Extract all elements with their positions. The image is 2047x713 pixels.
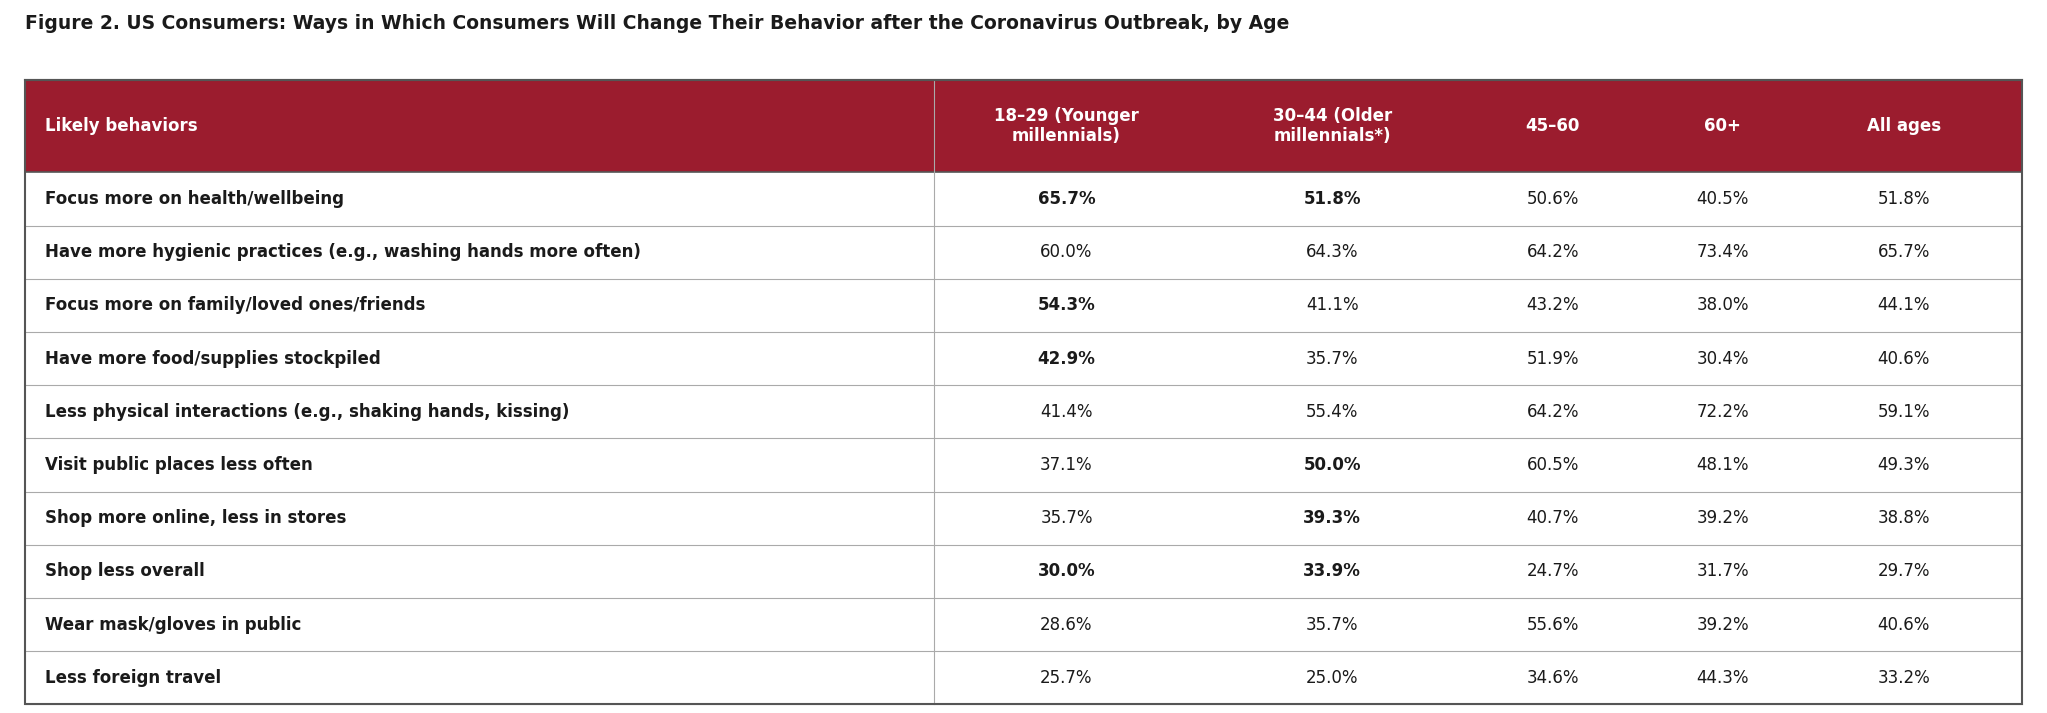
Text: 31.7%: 31.7%: [1697, 563, 1748, 580]
Text: 51.9%: 51.9%: [1527, 349, 1578, 367]
Text: Focus more on health/wellbeing: Focus more on health/wellbeing: [45, 190, 344, 208]
Text: 35.7%: 35.7%: [1306, 349, 1359, 367]
Text: Shop more online, less in stores: Shop more online, less in stores: [45, 509, 346, 527]
Text: 73.4%: 73.4%: [1697, 243, 1748, 261]
Text: 41.4%: 41.4%: [1040, 403, 1093, 421]
Text: 44.3%: 44.3%: [1697, 669, 1748, 687]
Text: 65.7%: 65.7%: [1877, 243, 1930, 261]
Text: 25.7%: 25.7%: [1040, 669, 1093, 687]
Text: 59.1%: 59.1%: [1877, 403, 1930, 421]
Bar: [25, 598, 2022, 651]
Text: 30.4%: 30.4%: [1697, 349, 1748, 367]
Bar: [25, 385, 2022, 438]
Text: 54.3%: 54.3%: [1038, 297, 1095, 314]
Text: Shop less overall: Shop less overall: [45, 563, 205, 580]
Bar: [25, 332, 2022, 385]
Text: 50.0%: 50.0%: [1304, 456, 1361, 474]
Text: 37.1%: 37.1%: [1040, 456, 1093, 474]
Text: 25.0%: 25.0%: [1306, 669, 1359, 687]
Bar: [25, 80, 2022, 173]
Text: Visit public places less often: Visit public places less often: [45, 456, 313, 474]
Text: 39.2%: 39.2%: [1697, 615, 1748, 634]
Text: 60+: 60+: [1705, 117, 1742, 135]
Text: 60.5%: 60.5%: [1527, 456, 1578, 474]
Bar: [25, 80, 2022, 704]
Text: All ages: All ages: [1867, 117, 1941, 135]
Text: 29.7%: 29.7%: [1877, 563, 1930, 580]
Text: 30.0%: 30.0%: [1038, 563, 1095, 580]
Text: 40.5%: 40.5%: [1697, 190, 1748, 208]
Text: 72.2%: 72.2%: [1697, 403, 1748, 421]
Text: 35.7%: 35.7%: [1040, 509, 1093, 527]
Text: Likely behaviors: Likely behaviors: [45, 117, 199, 135]
Text: 30–44 (Older
millennials*): 30–44 (Older millennials*): [1273, 107, 1392, 145]
Text: Wear mask/gloves in public: Wear mask/gloves in public: [45, 615, 301, 634]
Text: 44.1%: 44.1%: [1877, 297, 1930, 314]
Bar: [25, 651, 2022, 704]
Text: 64.3%: 64.3%: [1306, 243, 1359, 261]
Text: 24.7%: 24.7%: [1527, 563, 1578, 580]
Text: 33.2%: 33.2%: [1877, 669, 1930, 687]
Text: 50.6%: 50.6%: [1527, 190, 1578, 208]
Text: 38.8%: 38.8%: [1877, 509, 1930, 527]
Bar: [25, 225, 2022, 279]
Text: 45–60: 45–60: [1525, 117, 1580, 135]
Text: 40.6%: 40.6%: [1877, 615, 1930, 634]
Text: Focus more on family/loved ones/friends: Focus more on family/loved ones/friends: [45, 297, 426, 314]
Text: 55.6%: 55.6%: [1527, 615, 1578, 634]
Text: Less foreign travel: Less foreign travel: [45, 669, 221, 687]
Text: 48.1%: 48.1%: [1697, 456, 1748, 474]
Text: 64.2%: 64.2%: [1527, 403, 1578, 421]
Text: 43.2%: 43.2%: [1527, 297, 1578, 314]
Text: Less physical interactions (e.g., shaking hands, kissing): Less physical interactions (e.g., shakin…: [45, 403, 569, 421]
Text: 39.3%: 39.3%: [1304, 509, 1361, 527]
Text: 64.2%: 64.2%: [1527, 243, 1578, 261]
Text: 42.9%: 42.9%: [1038, 349, 1095, 367]
Text: 38.0%: 38.0%: [1697, 297, 1748, 314]
Bar: [25, 438, 2022, 491]
Text: 33.9%: 33.9%: [1304, 563, 1361, 580]
Text: 49.3%: 49.3%: [1877, 456, 1930, 474]
Text: 55.4%: 55.4%: [1306, 403, 1359, 421]
Text: 65.7%: 65.7%: [1038, 190, 1095, 208]
Bar: [25, 545, 2022, 598]
Text: Have more hygienic practices (e.g., washing hands more often): Have more hygienic practices (e.g., wash…: [45, 243, 641, 261]
Text: 40.6%: 40.6%: [1877, 349, 1930, 367]
Text: 51.8%: 51.8%: [1877, 190, 1930, 208]
Bar: [25, 173, 2022, 225]
Text: 40.7%: 40.7%: [1527, 509, 1578, 527]
Bar: [25, 491, 2022, 545]
Text: 34.6%: 34.6%: [1527, 669, 1578, 687]
Text: 28.6%: 28.6%: [1040, 615, 1093, 634]
Text: Figure 2. US Consumers: Ways in Which Consumers Will Change Their Behavior after: Figure 2. US Consumers: Ways in Which Co…: [25, 14, 1290, 34]
Text: 51.8%: 51.8%: [1304, 190, 1361, 208]
Bar: [25, 279, 2022, 332]
Text: 39.2%: 39.2%: [1697, 509, 1748, 527]
Text: 41.1%: 41.1%: [1306, 297, 1359, 314]
Text: 60.0%: 60.0%: [1040, 243, 1093, 261]
Text: 35.7%: 35.7%: [1306, 615, 1359, 634]
Text: Have more food/supplies stockpiled: Have more food/supplies stockpiled: [45, 349, 381, 367]
Text: 18–29 (Younger
millennials): 18–29 (Younger millennials): [995, 107, 1138, 145]
